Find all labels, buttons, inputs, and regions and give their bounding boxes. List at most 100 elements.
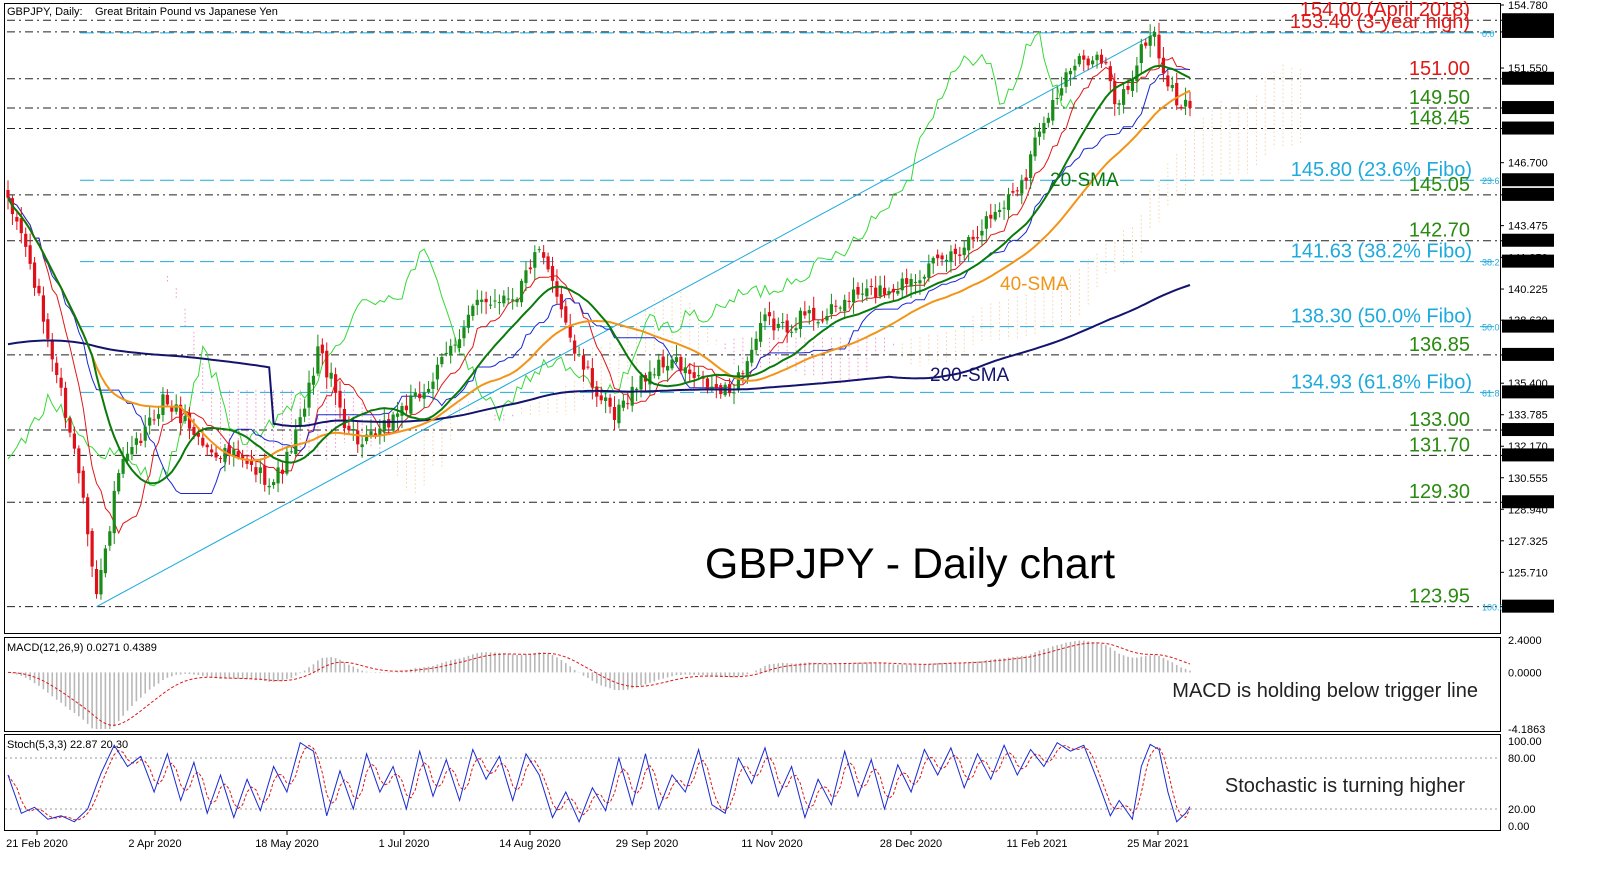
candle-body (431, 381, 435, 389)
candle-body (201, 437, 205, 446)
time-tick-label: 1 Jul 2020 (379, 838, 430, 850)
price-level-box (1502, 347, 1554, 361)
candle-body (41, 295, 46, 322)
stoch-annotation: Stochastic is turning higher (1225, 775, 1465, 797)
candle-body (1020, 180, 1024, 194)
macd-annotation: MACD is holding below trigger line (1172, 680, 1478, 702)
candle-body (869, 285, 873, 287)
ascending-trendline (96, 33, 1155, 608)
candle-body (736, 372, 741, 391)
candle-body (657, 359, 661, 377)
candle-body (1068, 70, 1073, 75)
candle-body (108, 531, 112, 546)
price-level-box-label: 148.450 (1506, 124, 1546, 136)
candle-body (856, 286, 860, 295)
candle-body (851, 289, 856, 303)
sma-200-line (7, 284, 1191, 428)
candle-body (161, 394, 165, 416)
candle-body (117, 472, 121, 492)
candle-body (807, 310, 811, 314)
candle-body (232, 449, 236, 456)
candle-body (37, 285, 41, 294)
candle-body (865, 288, 869, 297)
candle-body (32, 262, 37, 288)
candle-body (528, 267, 532, 270)
candle-body (130, 446, 134, 455)
candle-body (99, 570, 103, 595)
candle-body (413, 392, 417, 397)
macd-tick-label: 0.0000 (1508, 667, 1542, 679)
price-level-box (1502, 495, 1554, 509)
candle-body (94, 568, 99, 595)
candle-body (550, 266, 555, 281)
candle-body (1060, 88, 1064, 96)
stochastic-panel: 100.00 80.00 20.00 0.00 (5, 736, 1542, 833)
candle-body (635, 388, 639, 391)
candle-body (838, 307, 842, 309)
candle-body (577, 354, 581, 356)
candle-body (825, 316, 829, 321)
price-level-box-label: 138.300 (1506, 322, 1546, 334)
candle-body (1175, 83, 1179, 106)
candle-body (1095, 54, 1099, 61)
candle-body (276, 467, 280, 484)
price-level-box-label: 145.050 (1506, 190, 1546, 202)
price-level-box-label: 133.000 (1506, 425, 1546, 437)
candle-body (1152, 31, 1157, 37)
candle-body (617, 404, 621, 424)
candle-body (1077, 55, 1081, 65)
level-label: 145.80 (23.6% Fibo) (1291, 159, 1472, 181)
candle-body (683, 367, 687, 374)
candle-body (741, 373, 745, 375)
price-level-box (1502, 173, 1554, 187)
candle-body (714, 384, 718, 388)
level-labels: 154.00 (April 2018)153.40 (3-year high) 1… (1290, 0, 1505, 613)
candle-body (72, 433, 77, 449)
candle-body (781, 321, 785, 323)
candle-body (697, 375, 701, 377)
candle-body (537, 249, 541, 251)
candle-body (227, 445, 231, 455)
candle-body (604, 397, 608, 402)
candle-body (949, 251, 953, 262)
macd-title: MACD(12,26,9) 0.0271 0.4389 (7, 642, 157, 654)
price-axis: 154.780154.000153.400151.550151.000149.5… (1500, 0, 1554, 614)
candle-body (24, 233, 28, 247)
price-tick-label: 140.225 (1508, 284, 1548, 296)
candle-body (294, 429, 298, 455)
time-tick-label: 29 Sep 2020 (616, 838, 678, 850)
candle-body (267, 485, 271, 488)
candle-body (975, 237, 980, 239)
candle-body (112, 490, 116, 534)
candle-body (1064, 72, 1068, 87)
price-level-box-label: 129.300 (1506, 497, 1546, 509)
candle-body (1033, 137, 1037, 157)
candle-body (1073, 65, 1077, 71)
candle-body (440, 356, 444, 365)
candle-body (896, 290, 900, 294)
price-level-box (1502, 319, 1554, 333)
price-tick-label: 133.785 (1508, 410, 1548, 422)
candle-body (568, 325, 572, 338)
candle-body (156, 414, 161, 419)
macd-tick-label: 2.4000 (1508, 635, 1542, 647)
candle-body (1037, 131, 1042, 137)
candlesticks (6, 22, 1192, 600)
candle-body (1104, 61, 1108, 64)
level-label: 134.93 (61.8% Fibo) (1291, 371, 1472, 393)
candle-body (449, 345, 453, 356)
price-level-box (1502, 24, 1554, 38)
level-label: 145.05 (1409, 174, 1470, 196)
candle-body (515, 298, 519, 303)
candle-body (143, 426, 147, 441)
price-level-box (1502, 233, 1554, 247)
candle-body (298, 417, 302, 427)
candle-body (205, 444, 209, 448)
candle-body (524, 270, 528, 283)
candle-body (652, 374, 656, 376)
price-level-box (1502, 385, 1554, 399)
candle-body (387, 419, 391, 428)
candle-body (218, 457, 223, 459)
candle-body (891, 288, 895, 293)
candle-body (1051, 100, 1055, 121)
